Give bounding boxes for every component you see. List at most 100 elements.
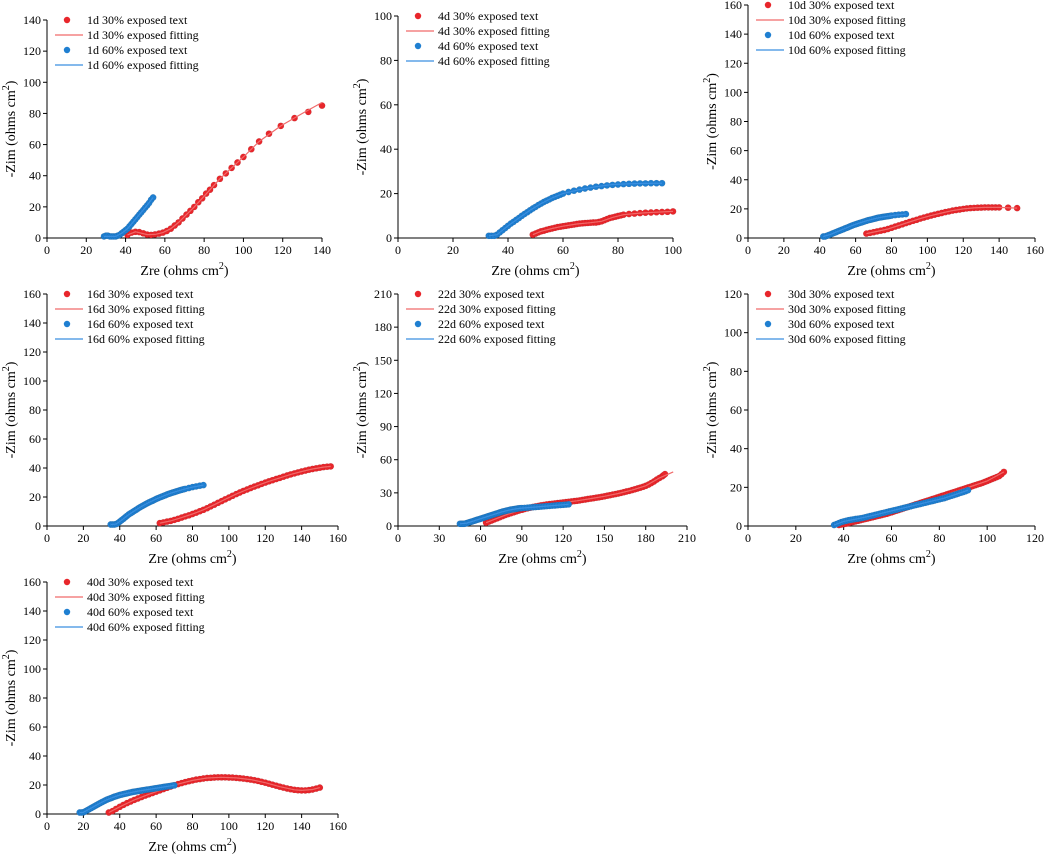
x-axis-label-text: Zre (ohms cm xyxy=(148,840,227,855)
x-axis-label-sup: 2 xyxy=(570,261,575,272)
legend-label: 30d 60% exposed text xyxy=(788,317,895,331)
y-tick-label: 40 xyxy=(29,749,41,763)
y-axis-label: -Zim (ohms cm2) xyxy=(702,73,720,170)
x-tick-label: 160 xyxy=(329,819,347,833)
legend-label: 4d 30% exposed text xyxy=(438,9,539,23)
y-axis-label-text: -Zim (ohms cm xyxy=(4,90,19,177)
x-tick-label: 160 xyxy=(329,531,347,545)
x-tick-label: 40 xyxy=(502,243,514,257)
x-tick-label: 60 xyxy=(150,819,162,833)
legend-label: 22d 30% exposed text xyxy=(438,287,545,301)
x-tick-label: 120 xyxy=(256,531,274,545)
y-tick-label: 60 xyxy=(29,138,41,152)
y-tick-label: 160 xyxy=(23,287,41,301)
y-tick-label: 90 xyxy=(380,420,392,434)
y-axis-label-sup: 2 xyxy=(352,366,363,371)
legend-label: 1d 60% exposed fitting xyxy=(87,58,199,72)
y-axis-label-text: -Zim (ohms cm xyxy=(4,371,19,458)
legend-label: 10d 60% exposed text xyxy=(788,28,895,42)
y-axis-label-text: -Zim (ohms cm xyxy=(355,371,370,458)
x-axis-label-text: Zre (ohms cm xyxy=(498,552,577,567)
legend-point-swatch xyxy=(414,12,422,20)
x-axis-label-text: Zre (ohms cm xyxy=(140,264,219,279)
y-axis-label: -Zim (ohms cm2) xyxy=(352,361,370,458)
x-tick-label: 100 xyxy=(664,243,682,257)
legend-label: 40d 30% exposed text xyxy=(87,575,194,589)
y-tick-label: 0 xyxy=(386,519,392,533)
y-tick-label: 30 xyxy=(380,486,392,500)
x-tick-label: 60 xyxy=(557,243,569,257)
legend-label: 1d 30% exposed text xyxy=(87,13,188,27)
legend-label: 1d 60% exposed text xyxy=(87,43,188,57)
x-tick-label: 80 xyxy=(933,531,945,545)
y-axis-label-text: -Zim (ohms cm xyxy=(4,659,19,746)
x-tick-label: 120 xyxy=(274,243,292,257)
legend-label: 10d 60% exposed fitting xyxy=(788,43,906,57)
legend-label: 40d 60% exposed text xyxy=(87,605,194,619)
y-axis-label-close: ) xyxy=(4,80,19,85)
legend-point-swatch xyxy=(764,1,772,9)
x-tick-label: 30 xyxy=(433,531,445,545)
y-tick-label: 210 xyxy=(374,287,392,301)
y-tick-label: 60 xyxy=(29,720,41,734)
y-tick-label: 140 xyxy=(23,604,41,618)
y-tick-label: 180 xyxy=(374,320,392,334)
x-axis-label-close: ) xyxy=(582,552,587,567)
y-axis-label-close: ) xyxy=(705,361,720,366)
x-tick-label: 180 xyxy=(637,531,655,545)
y-axis-label-text: -Zim (ohms cm xyxy=(705,371,720,458)
fit-line-blue_line xyxy=(823,213,906,238)
x-tick-label: 60 xyxy=(850,243,862,257)
legend-point-swatch xyxy=(414,290,422,298)
y-tick-label: 100 xyxy=(724,85,742,99)
legend-label: 4d 60% exposed text xyxy=(438,39,539,53)
y-axis-label-close: ) xyxy=(705,73,720,78)
x-axis-label-sup: 2 xyxy=(577,549,582,560)
x-axis-label-sup: 2 xyxy=(926,261,931,272)
x-tick-label: 60 xyxy=(475,531,487,545)
x-axis-label-sup: 2 xyxy=(219,261,224,272)
legend-label: 16d 60% exposed fitting xyxy=(87,332,205,346)
y-axis-label: -Zim (ohms cm2) xyxy=(352,78,370,175)
x-tick-label: 210 xyxy=(678,531,696,545)
fit-line-blue_line xyxy=(104,197,154,237)
x-tick-label: 60 xyxy=(159,243,171,257)
y-tick-label: 20 xyxy=(380,187,392,201)
x-tick-label: 90 xyxy=(516,531,528,545)
legend-label: 1d 30% exposed fitting xyxy=(87,28,199,42)
chart-panel-22d: 0 30 60 90 120 150 180 210 0 30 60 90 120 150 180 210 Zr… xyxy=(352,287,696,567)
x-axis-label-close: ) xyxy=(931,552,936,567)
y-axis-label-close: ) xyxy=(4,361,19,366)
y-axis-label-close: ) xyxy=(355,361,370,366)
fit-line-blue_line xyxy=(833,489,969,526)
x-axis-label-close: ) xyxy=(232,840,237,855)
x-axis-label-close: ) xyxy=(931,264,936,279)
x-tick-label: 120 xyxy=(1026,531,1044,545)
x-tick-label: 80 xyxy=(187,531,199,545)
y-tick-label: 60 xyxy=(29,432,41,446)
x-tick-label: 20 xyxy=(80,243,92,257)
fit-line-red_line xyxy=(485,471,674,524)
x-tick-label: 40 xyxy=(114,819,126,833)
x-axis-label-close: ) xyxy=(575,264,580,279)
fit-line-red_line xyxy=(532,210,674,236)
y-tick-label: 40 xyxy=(29,169,41,183)
legend-point-swatch xyxy=(63,608,71,616)
y-tick-label: 120 xyxy=(23,44,41,58)
x-tick-label: 0 xyxy=(44,243,50,257)
y-axis-label-sup: 2 xyxy=(1,654,12,659)
fit-line-red_line xyxy=(159,465,331,524)
y-tick-label: 40 xyxy=(380,142,392,156)
x-tick-label: 40 xyxy=(120,243,132,257)
legend-label: 22d 60% exposed fitting xyxy=(438,332,556,346)
y-tick-label: 0 xyxy=(736,519,742,533)
fit-line-blue_line xyxy=(488,182,663,237)
y-tick-label: 100 xyxy=(23,75,41,89)
legend-label: 16d 60% exposed text xyxy=(87,317,194,331)
legend-point-swatch xyxy=(764,290,772,298)
x-tick-label: 20 xyxy=(77,819,89,833)
legend-label: 4d 60% exposed fitting xyxy=(438,54,550,68)
x-axis-label: Zre (ohms cm2) xyxy=(491,261,580,279)
chart-panel-1d: 0 20 40 60 80 100 120 140 0 20 40 60 80 100 120 140 Zre … xyxy=(1,13,331,279)
